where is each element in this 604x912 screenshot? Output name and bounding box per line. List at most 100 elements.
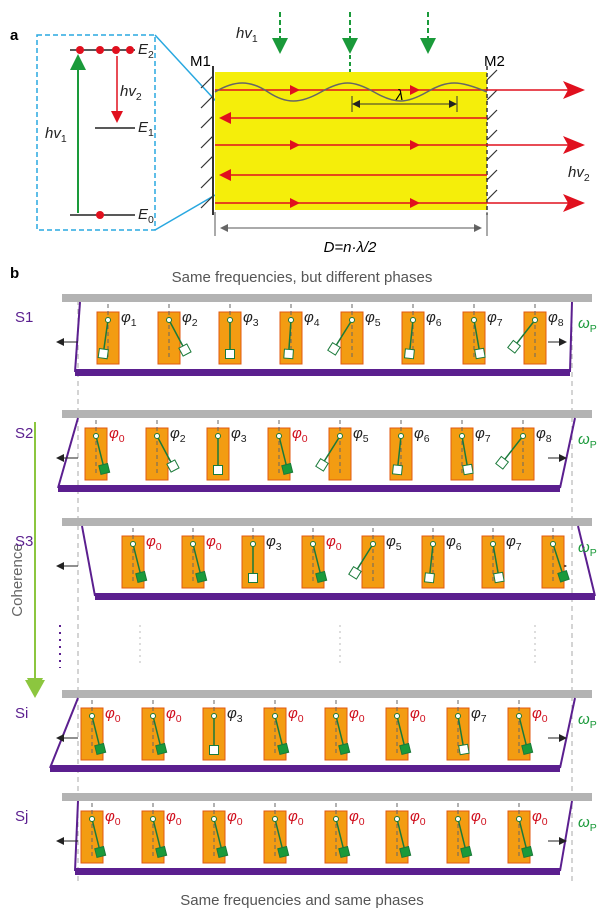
phase-label-sub: 0	[336, 541, 342, 553]
pendulum-pivot	[491, 542, 496, 547]
phase-label: φ8	[548, 309, 564, 329]
phase-label-base: φ	[487, 309, 497, 326]
phase-label: φ3	[227, 705, 243, 725]
emitted-photon-label: hv2	[568, 164, 590, 184]
phase-label-sub: 0	[115, 816, 121, 828]
phase-label-base: φ	[349, 705, 359, 722]
base-bar	[50, 765, 560, 772]
side-board	[82, 526, 95, 596]
pendulum-pivot	[371, 542, 376, 547]
wavelength-label: λ	[395, 87, 403, 104]
omega-label: ωP	[578, 315, 597, 335]
pendulum-pivot	[216, 434, 221, 439]
base-bar	[75, 369, 570, 376]
phase-label-base: φ	[386, 533, 396, 550]
pendulum-pivot	[151, 714, 156, 719]
phase-label-base: φ	[353, 425, 363, 442]
phase-label: φ0	[105, 808, 121, 828]
energy-level-label: E2	[138, 41, 154, 61]
phase-label-base: φ	[166, 808, 176, 825]
pendulum-pivot	[90, 714, 95, 719]
ceiling-bar	[62, 294, 592, 302]
phase-label-base: φ	[506, 533, 516, 550]
emitted-photon-label-sub: 2	[584, 172, 590, 184]
omega-label-base: ω	[578, 315, 590, 332]
pendulum-pivot	[311, 542, 316, 547]
pendulum-pivot	[472, 318, 477, 323]
phase-label: φ2	[170, 425, 186, 445]
phase-label-sub: 1	[131, 317, 137, 329]
pendulum-pivot	[521, 434, 526, 439]
phase-label-base: φ	[166, 705, 176, 722]
cavity-length: D=n·λ/2	[324, 239, 377, 256]
pendulum-bob	[98, 349, 108, 359]
ceiling-bar	[62, 518, 592, 526]
ceiling-bar	[62, 690, 592, 698]
pendulum-pivot	[251, 542, 256, 547]
phase-label-base: φ	[410, 808, 420, 825]
pendulum-pivot	[334, 817, 339, 822]
pendulum-pivot	[517, 817, 522, 822]
phase-label: φ7	[475, 425, 491, 445]
phase-label: φ7	[506, 533, 522, 553]
phase-label-base: φ	[105, 808, 115, 825]
phase-label-sub: 0	[237, 816, 243, 828]
phase-label: φ6	[414, 425, 430, 445]
pendulum-pivot	[212, 817, 217, 822]
pendulum-bob	[284, 349, 294, 359]
energy-level-label-sub: 1	[148, 127, 154, 139]
ceiling-bar	[62, 410, 592, 418]
side-board	[560, 418, 575, 488]
phase-label-base: φ	[410, 705, 420, 722]
phase-label-base: φ	[288, 808, 298, 825]
phase-label-sub: 0	[542, 713, 548, 725]
pendulum-bob	[196, 572, 207, 583]
phase-label-base: φ	[206, 533, 216, 550]
phase-label: φ0	[105, 705, 121, 725]
ceiling-bar	[62, 793, 592, 801]
phase-label-sub: 4	[314, 317, 320, 329]
pendulum-bob	[349, 567, 361, 579]
pendulum-bob	[95, 847, 106, 858]
phase-label: φ6	[446, 533, 462, 553]
omega-label: ωP	[578, 814, 597, 834]
phase-label-base: φ	[231, 425, 241, 442]
phase-label: φ0	[471, 808, 487, 828]
omega-label: ωP	[578, 539, 597, 559]
panel-a-drawing	[37, 12, 585, 236]
pendulum-bob	[425, 573, 435, 583]
phase-label: φ5	[365, 309, 381, 329]
pump-photon-label: hv1	[45, 125, 67, 145]
phase-label-sub: 0	[420, 816, 426, 828]
side-board	[560, 698, 575, 768]
phase-label-sub: 0	[302, 433, 308, 445]
side-board	[570, 302, 572, 372]
figure: a M1 M2 λ D=n·λ/2 Same frequencies, but …	[0, 0, 604, 912]
phase-label: φ3	[243, 309, 259, 329]
pendulum-bob	[278, 847, 289, 858]
axis-label: Coherence	[9, 543, 26, 616]
pendulum-bob	[316, 572, 327, 583]
phase-label-sub: 7	[497, 317, 503, 329]
pendulum-pivot	[273, 817, 278, 822]
phase-label-sub: 6	[424, 433, 430, 445]
omega-label-sub: P	[590, 822, 597, 834]
row-label: Si	[15, 705, 28, 722]
phase-label: φ5	[386, 533, 402, 553]
phase-label-sub: 0	[115, 713, 121, 725]
side-board	[58, 418, 78, 488]
phase-label-sub: 6	[456, 541, 462, 553]
pendulum-pivot	[191, 542, 196, 547]
omega-label-sub: P	[590, 439, 597, 451]
phase-label-base: φ	[349, 808, 359, 825]
phase-label: φ0	[410, 705, 426, 725]
energy-level-label-sub: 0	[148, 214, 154, 226]
omega-label-base: ω	[578, 814, 590, 831]
phase-label: φ3	[231, 425, 247, 445]
bottom-caption: Same frequencies and same phases	[180, 892, 423, 909]
energy-level-label-sub: 2	[148, 49, 154, 61]
phase-label-sub: 3	[276, 541, 282, 553]
phase-label: φ3	[266, 533, 282, 553]
phase-label: φ0	[288, 808, 304, 828]
pendulum-pivot	[460, 434, 465, 439]
